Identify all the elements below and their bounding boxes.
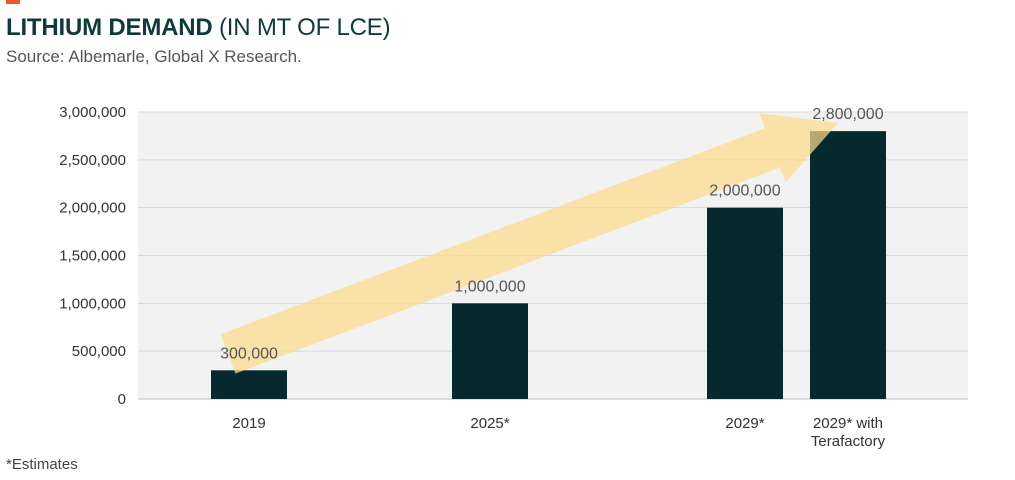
y-tick-label: 2,500,000: [59, 152, 126, 169]
footnote: *Estimates: [6, 456, 78, 473]
title-rest: (IN MT OF LCE): [212, 14, 391, 41]
bars: [211, 131, 886, 399]
data-label: 1,000,000: [454, 278, 525, 295]
y-tick-label: 500,000: [72, 343, 126, 360]
bar: [452, 303, 528, 399]
y-tick-label: 2,000,000: [59, 200, 126, 217]
accent-bar: [6, 0, 20, 4]
bar: [707, 207, 783, 399]
trend-arrow: [220, 113, 839, 374]
y-tick-label: 3,000,000: [59, 104, 126, 121]
y-tick-label: 1,500,000: [59, 248, 126, 265]
x-category-label: 2029*: [725, 415, 764, 432]
y-tick-label: 1,000,000: [59, 295, 126, 312]
data-label: 2,000,000: [709, 183, 780, 200]
chart-title: LITHIUM DEMAND (IN MT OF LCE): [6, 14, 391, 42]
y-tick-label: 0: [118, 391, 126, 408]
title-bold: LITHIUM DEMAND: [6, 14, 213, 41]
x-category-label: 2019: [232, 415, 265, 432]
trend-arrow-shape: [220, 113, 839, 374]
labels: 0 500,000 1,000,000 1,500,000 2,000,000 2,500…: [59, 104, 885, 450]
bar: [211, 370, 287, 399]
x-category-label: Terafactory: [811, 433, 886, 450]
data-label: 2,800,000: [812, 106, 883, 123]
bar: [810, 131, 886, 399]
data-label: 300,000: [220, 345, 278, 362]
x-category-label: 2025*: [470, 415, 509, 432]
chart-subtitle: Source: Albemarle, Global X Research.: [6, 47, 302, 66]
x-category-label: 2029* with: [813, 415, 883, 432]
